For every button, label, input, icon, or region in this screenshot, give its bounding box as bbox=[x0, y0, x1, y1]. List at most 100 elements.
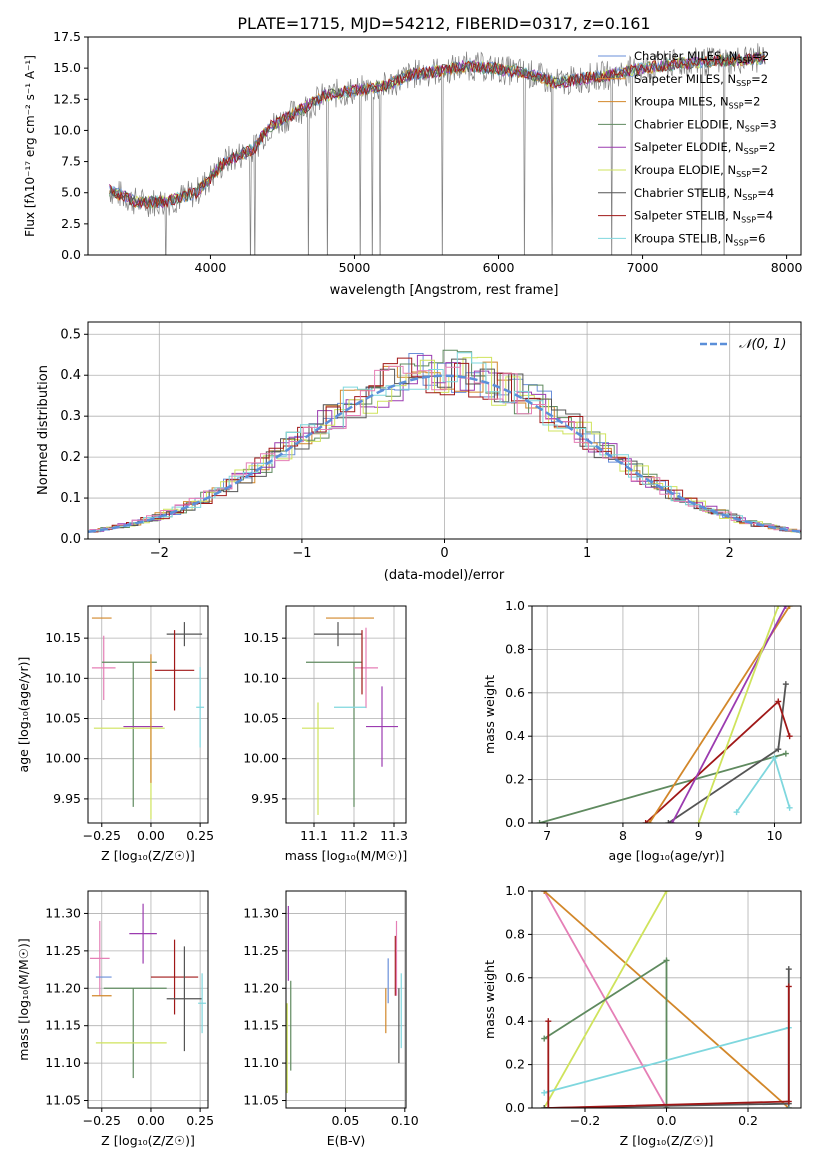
panel-xtick: 0.25 bbox=[186, 828, 214, 843]
panel-ytick: 0.2 bbox=[505, 1057, 525, 1072]
panel-xlabel: Z [log₁₀(Z/Z☉)] bbox=[620, 1133, 714, 1148]
spectrum-xtick: 6000 bbox=[483, 260, 515, 275]
model-spectrum-chabrier-elodie bbox=[109, 54, 766, 209]
histogram-xtick: 2 bbox=[726, 546, 734, 561]
panel-ytick: 11.15 bbox=[243, 1018, 279, 1033]
panel-xlabel: Z [log₁₀(Z/Z☉)] bbox=[101, 1133, 195, 1148]
panel-xtick: −0.25 bbox=[83, 1113, 121, 1128]
legend-label: Kroupa ELODIE, NSSP=2 bbox=[634, 163, 768, 179]
panel-ytick: 10.15 bbox=[45, 630, 81, 645]
panel-ylabel: mass [log₁₀(M/M☉)] bbox=[16, 938, 31, 1060]
spectrum-ytick: 15.0 bbox=[53, 60, 81, 75]
panel-weight-vs-Z: −0.2 0.0 0.2 0.0 0.2 0.4 0.6 0.8 1.0 Z [log₁₀(Z/Z… bbox=[482, 883, 802, 1148]
panel-ytick: 0.2 bbox=[505, 772, 525, 787]
panel-xtick: 0.25 bbox=[186, 1113, 214, 1128]
panel-xtick: 0.10 bbox=[391, 1113, 419, 1128]
weight-line bbox=[671, 606, 787, 823]
spectrum-ytick: 2.5 bbox=[61, 216, 81, 231]
panel-xlabel: age [log₁₀(age/yr)] bbox=[609, 848, 725, 863]
panel-frame bbox=[285, 605, 407, 824]
panel-frame bbox=[87, 605, 209, 824]
panel-ytick: 11.25 bbox=[45, 943, 81, 958]
panel-xtick: 9 bbox=[695, 828, 703, 843]
panel-xtick: 0.00 bbox=[137, 1113, 165, 1128]
histogram-ylabel: Normed distribution bbox=[36, 365, 51, 495]
spectrum-panel: PLATE=1715, MJD=54212, FIBERID=0317, z=0… bbox=[23, 14, 803, 298]
panel-ytick: 11.30 bbox=[243, 905, 279, 920]
panel-ytick: 11.20 bbox=[243, 980, 279, 995]
histogram-ytick: 0.3 bbox=[60, 409, 81, 424]
histogram-ytick: 0.2 bbox=[60, 450, 81, 465]
panel-frame bbox=[531, 605, 802, 824]
legend-label: Chabrier ELODIE, NSSP=3 bbox=[634, 117, 777, 133]
panel-xtick: 0.05 bbox=[331, 1113, 359, 1128]
panel-xtick: 7 bbox=[543, 828, 551, 843]
spectrum-xtick: 8000 bbox=[771, 260, 803, 275]
histogram-xtick: −2 bbox=[150, 546, 169, 561]
spectrum-xlabel: wavelength [Angstrom, rest frame] bbox=[330, 283, 559, 298]
panel-ytick: 9.95 bbox=[251, 791, 279, 806]
panel-ylabel: age [log₁₀(age/yr)] bbox=[16, 657, 31, 773]
panel-ytick: 0.0 bbox=[505, 815, 525, 830]
panel-ytick: 11.30 bbox=[45, 905, 81, 920]
panel-ytick: 10.15 bbox=[243, 630, 279, 645]
spectrum-ytick: 0.0 bbox=[61, 247, 81, 262]
normal-legend-label: 𝒩(0, 1) bbox=[739, 337, 786, 352]
panel-ytick: 0.6 bbox=[505, 685, 525, 700]
spectrum-frame bbox=[87, 36, 802, 256]
panel-xtick: 8 bbox=[619, 828, 627, 843]
panel-ytick: 11.10 bbox=[243, 1055, 279, 1070]
panel-xtick: 0.0 bbox=[657, 1113, 677, 1128]
panel-ytick: 9.95 bbox=[53, 791, 81, 806]
histogram-ytick: 0.1 bbox=[60, 491, 81, 506]
spectrum-title: PLATE=1715, MJD=54212, FIBERID=0317, z=0… bbox=[237, 14, 650, 33]
panel-ytick: 0.6 bbox=[505, 970, 525, 985]
spectrum-ytick: 7.5 bbox=[61, 154, 81, 169]
histogram-ytick: 0.0 bbox=[60, 532, 81, 547]
panel-ytick: 11.05 bbox=[45, 1093, 81, 1108]
panel-age-vs-mass: 11.1 11.2 11.3 9.95 10.00 10.05 10.10 10.15 mass… bbox=[243, 605, 408, 863]
panel-mass-vs-Z: −0.25 0.00 0.25 11.05 11.10 11.15 11.20 11.25 11… bbox=[16, 890, 214, 1148]
panel-ytick: 10.10 bbox=[243, 670, 279, 685]
histogram-xtick: 0 bbox=[440, 546, 448, 561]
panel-ytick: 10.10 bbox=[45, 670, 81, 685]
spectrum-xtick: 4000 bbox=[195, 260, 227, 275]
histogram-legend: 𝒩(0, 1) bbox=[700, 337, 786, 352]
histogram-chabrier-stelib bbox=[88, 358, 801, 533]
panel-xtick: −0.25 bbox=[83, 828, 121, 843]
panel-frame bbox=[87, 890, 209, 1109]
panel-ytick: 11.10 bbox=[45, 1055, 81, 1070]
histogram-xtick: −1 bbox=[292, 546, 311, 561]
histogram-ytick: 0.5 bbox=[60, 327, 81, 342]
panel-ylabel: mass weight bbox=[482, 960, 497, 1039]
panel-ytick: 11.05 bbox=[243, 1093, 279, 1108]
weight-line bbox=[645, 699, 791, 823]
panel-mass-vs-EBV: 0.05 0.10 11.05 11.10 11.15 11.20 11.25 11.30 E(… bbox=[243, 890, 419, 1148]
legend-label: Kroupa MILES, NSSP=2 bbox=[634, 95, 760, 111]
panel-ytick: 0.8 bbox=[505, 641, 525, 656]
panel-xtick: 10 bbox=[767, 828, 783, 843]
panel-xtick: 0.00 bbox=[137, 828, 165, 843]
panel-ytick: 10.05 bbox=[45, 711, 81, 726]
panel-xlabel: E(B-V) bbox=[327, 1133, 366, 1148]
legend-label: Chabrier MILES, NSSP=2 bbox=[634, 49, 769, 65]
normal-curve bbox=[88, 374, 801, 534]
panel-ytick: 11.20 bbox=[45, 980, 81, 995]
panel-ytick: 1.0 bbox=[505, 598, 525, 613]
spectrum-ylabel: Flux [fλ10⁻¹⁷ erg cm⁻² s⁻¹ A⁻¹] bbox=[23, 55, 37, 237]
panel-xtick: −0.2 bbox=[570, 1113, 600, 1128]
panel-ytick: 0.4 bbox=[505, 728, 525, 743]
panel-ytick: 0.4 bbox=[505, 1013, 525, 1028]
histogram-xlabel: (data-model)/error bbox=[384, 568, 505, 583]
panel-ytick: 11.25 bbox=[243, 943, 279, 958]
spectrum-ytick: 12.5 bbox=[53, 91, 81, 106]
legend-label: Salpeter ELODIE, NSSP=2 bbox=[634, 140, 776, 156]
spectrum-ytick: 5.0 bbox=[61, 185, 81, 200]
panel-frame bbox=[285, 890, 407, 1109]
legend-label: Kroupa STELIB, NSSP=6 bbox=[634, 231, 765, 247]
panel-xlabel: mass [log₁₀(M/M☉)] bbox=[285, 848, 407, 863]
panel-ytick: 11.15 bbox=[45, 1018, 81, 1033]
panel-age-vs-Z: −0.25 0.00 0.25 9.95 10.00 10.05 10.10 10.15 Z [… bbox=[16, 605, 214, 863]
weight-line bbox=[539, 752, 787, 823]
spectrum-ytick: 10.0 bbox=[53, 122, 81, 137]
